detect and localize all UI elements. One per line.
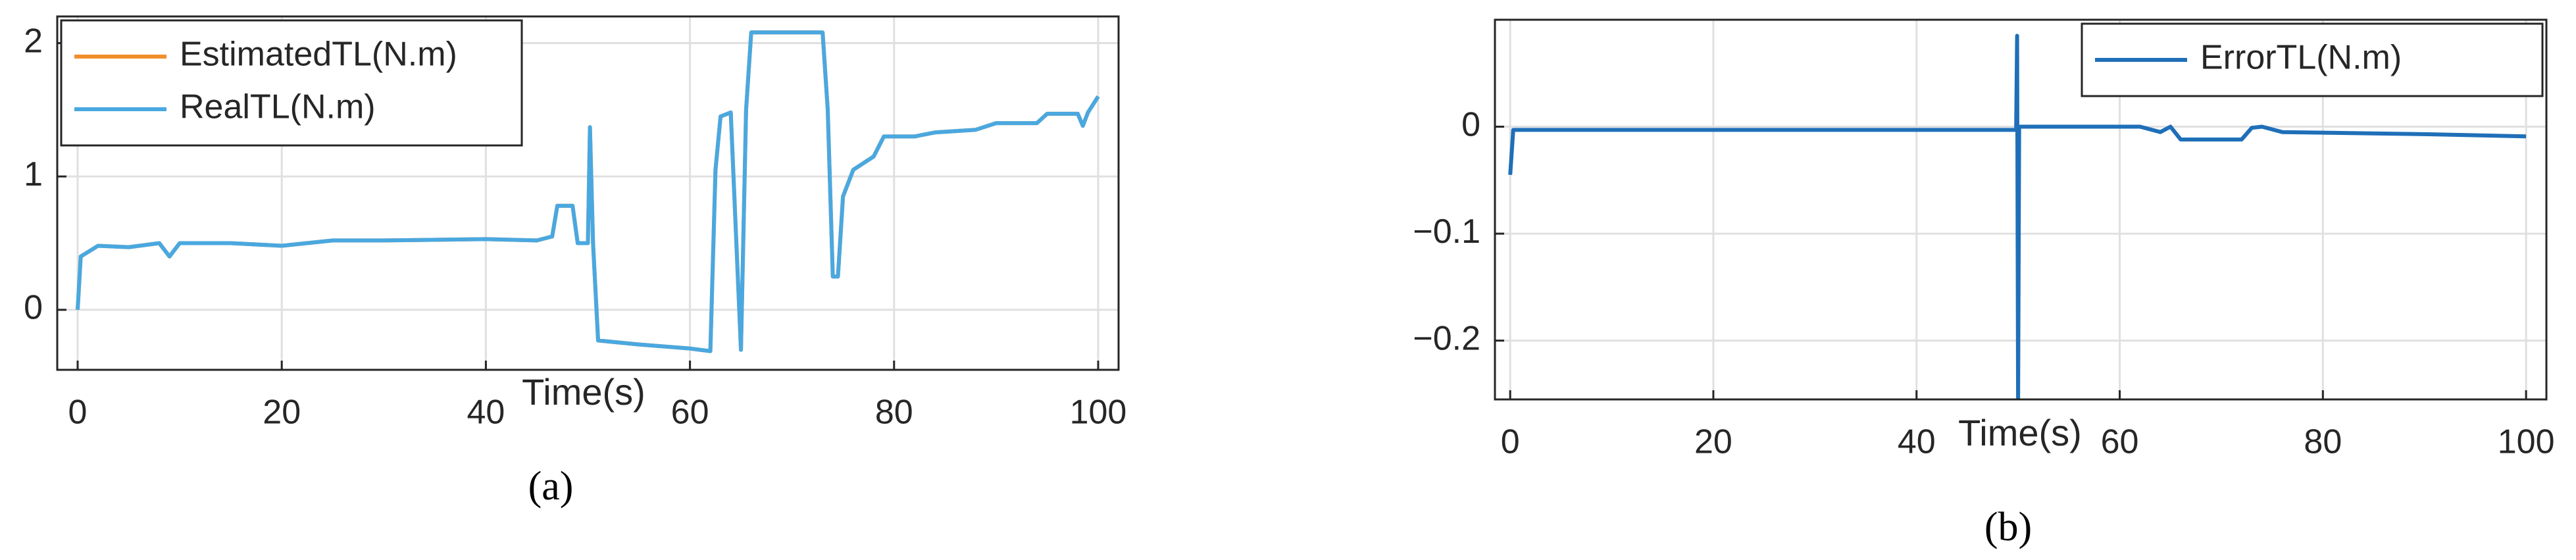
y-tick-label: −0.2 [1413, 319, 1480, 357]
y-tick-label: 0 [24, 289, 43, 327]
caption: (b) [1984, 505, 2032, 549]
x-tick-label: 40 [467, 394, 505, 432]
legend-label: RealTL(N.m) [180, 88, 376, 126]
x-tick-label: 40 [1898, 423, 1936, 461]
caption: (a) [528, 464, 574, 509]
x-tick-label: 0 [1501, 423, 1520, 461]
legend-label: ErrorTL(N.m) [2200, 39, 2402, 77]
data-line [1508, 34, 2527, 399]
x-tick-label: 80 [875, 394, 913, 432]
y-tick-label: 2 [24, 22, 43, 60]
y-tick-label: 0 [1461, 105, 1480, 143]
x-tick-label: 20 [1694, 423, 1732, 461]
x-tick-label: 80 [2304, 423, 2342, 461]
y-tick-label: −0.1 [1413, 213, 1480, 251]
x-axis-label: Time(s) [522, 371, 645, 413]
axes: 0 20 40 60 80 100 0 1 2 [24, 16, 1126, 432]
x-axis-label: Time(s) [1958, 412, 2082, 453]
x-tick-label: 20 [263, 394, 301, 432]
legend-label: EstimatedTL(N.m) [180, 36, 457, 74]
data-line [76, 30, 1100, 353]
plot-frame [56, 15, 1120, 371]
x-tick-label: 60 [671, 394, 709, 432]
x-tick-label: 100 [2498, 423, 2555, 461]
y-tick-label: 1 [24, 155, 43, 193]
plot-frame [1494, 18, 2548, 401]
x-tick-label: 0 [68, 394, 88, 432]
legend-box [60, 19, 523, 147]
x-tick-label: 60 [2101, 423, 2139, 461]
x-tick-label: 100 [1070, 394, 1127, 432]
